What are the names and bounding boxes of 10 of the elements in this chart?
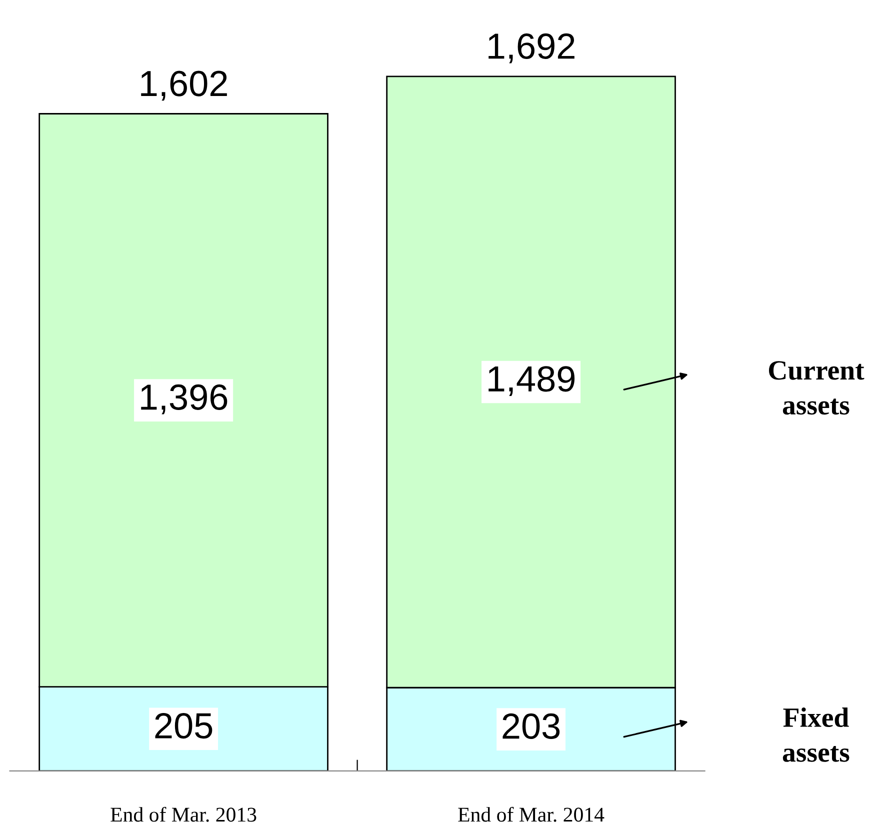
data-label: 1,396 [141, 384, 228, 414]
total-label: 1,602 [141, 70, 227, 101]
total-label: 1,692 [488, 33, 574, 64]
data-label: 1,489 [488, 366, 575, 396]
x-tick-label: End of Mar. 2014 [458, 806, 604, 822]
data-label: 205 [155, 713, 212, 739]
text: Current assets [768, 361, 864, 415]
data-label: 203 [502, 713, 560, 739]
x-tick-label: End of Mar. 2013 [110, 806, 256, 822]
text: Fixed assets [782, 707, 850, 762]
